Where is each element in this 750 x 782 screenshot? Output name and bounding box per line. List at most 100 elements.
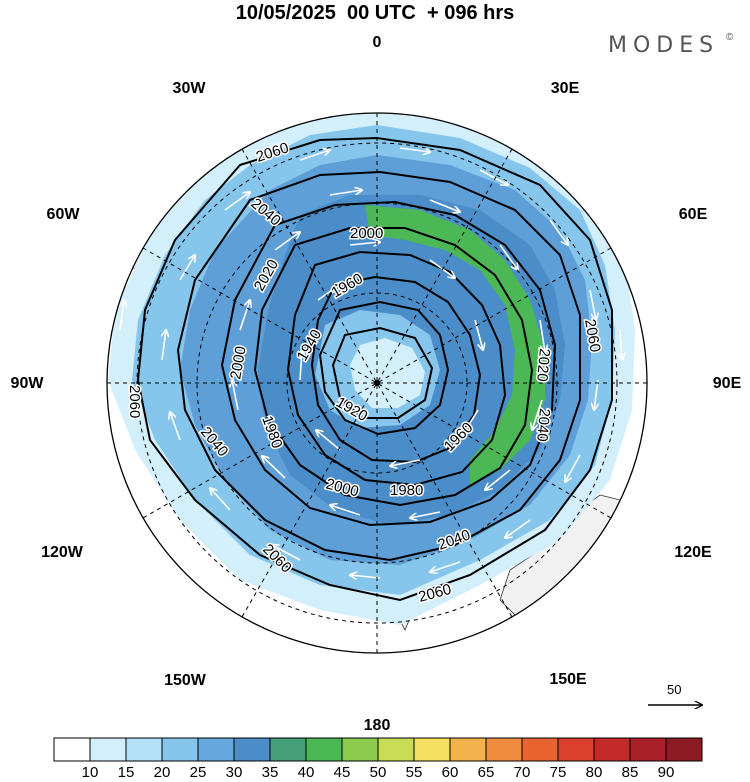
- graticule: [107, 113, 647, 653]
- wind-vector: [462, 409, 479, 436]
- contour-2000: [253, 227, 534, 507]
- colorbar-tick-label: 90: [657, 764, 675, 781]
- colorbar-tick-label: 85: [621, 764, 639, 781]
- map-boundary: [106, 112, 648, 654]
- wind-vector: [390, 459, 421, 466]
- height-contours: [136, 136, 613, 602]
- wind-vector: [300, 350, 302, 381]
- colorbar-tick-label: 30: [225, 764, 243, 781]
- wind-vector: [429, 199, 460, 212]
- wind-vector: [120, 300, 124, 331]
- colorbar-tick-label: 50: [369, 764, 387, 781]
- colorbar-swatch: [485, 737, 523, 762]
- lon-label-180: 180: [363, 717, 391, 734]
- contour-1960: [310, 275, 482, 464]
- latitude-circle: [136, 142, 618, 624]
- contour-2060: [136, 136, 613, 602]
- contour-label: 2000: [350, 225, 383, 242]
- wind-vector: [430, 561, 461, 572]
- map-title: 10/05/2025 00 UTC + 096 hrs: [235, 2, 515, 24]
- wind-vector: [589, 289, 596, 320]
- lon-label-30e: 30E: [550, 80, 580, 97]
- colorbar-swatch: [413, 737, 451, 762]
- lon-label-120e: 120E: [674, 544, 712, 561]
- shade-45-east: [365, 205, 545, 485]
- colorbar-swatch: [89, 737, 127, 762]
- colorbar-swatch: [557, 737, 595, 762]
- wind-vector: [410, 511, 441, 518]
- wind-vector: [620, 329, 622, 360]
- colorbar-tick-label: 45: [333, 764, 351, 781]
- lon-label-30w: 30W: [172, 80, 206, 97]
- colorbar-swatch: [593, 737, 631, 762]
- pole-marker: [374, 380, 380, 386]
- colorbar-swatch: [449, 737, 487, 762]
- wind-vector: [505, 519, 531, 538]
- wind-vector: [565, 454, 581, 482]
- wind-vector: [330, 505, 361, 516]
- colorbar-tick-label: 35: [261, 764, 279, 781]
- contour-label: 2040: [533, 408, 553, 443]
- lon-label-90w: 90W: [10, 375, 44, 392]
- wind-vector: [549, 219, 568, 245]
- colorbar-swatch: [665, 737, 703, 762]
- wind-vector: [499, 244, 518, 270]
- meridian-60w-120e: [142, 247, 612, 519]
- colorbar-tick-label: 55: [405, 764, 423, 781]
- wind-vectors: [120, 148, 622, 578]
- wind-vector: [232, 380, 239, 411]
- wind-vector: [179, 255, 195, 281]
- colorbar-tick-label: 65: [477, 764, 495, 781]
- wind-vector: [170, 412, 181, 441]
- colorbar-swatch: [269, 737, 307, 762]
- colorbar-tick-label: 80: [585, 764, 603, 781]
- wind-vector: [316, 430, 341, 451]
- wind-vector: [299, 150, 330, 161]
- brand-logo: MODES: [608, 33, 720, 58]
- shade-45-north: [378, 210, 485, 255]
- contour-1980: [286, 250, 507, 487]
- colorbar-tick-label: 40: [297, 764, 315, 781]
- lon-label-0: 0: [372, 34, 382, 51]
- shade-10-core: [350, 338, 425, 408]
- meridian-30e-150w: [241, 148, 513, 618]
- wind-vector: [224, 192, 250, 211]
- copyright-mark: ©: [726, 32, 734, 43]
- colorbar-swatch: [305, 737, 343, 762]
- colorbar-swatch: [53, 737, 91, 762]
- colorbar-swatch: [233, 737, 271, 762]
- wind-vector: [485, 469, 511, 490]
- contour-1920: [331, 326, 434, 419]
- contour-1940: [318, 300, 450, 436]
- wind-vector: [474, 319, 483, 350]
- wind-vector: [479, 169, 508, 185]
- wind-vector: [532, 399, 543, 430]
- lon-label-60e: 60E: [678, 206, 708, 223]
- reference-vector-value: 50: [667, 682, 682, 697]
- contour-label: 2020: [533, 348, 553, 383]
- wind-vector: [539, 319, 545, 352]
- contour-2020: [220, 200, 557, 527]
- contour-label: 2060: [126, 385, 143, 418]
- colorbar-swatch: [341, 737, 379, 762]
- wind-vector: [274, 232, 300, 251]
- colorbar-tick-label: 25: [189, 764, 207, 781]
- meridian-60e-120w: [142, 247, 612, 519]
- meridian-30w-150e: [241, 148, 513, 618]
- lon-label-60w: 60W: [46, 206, 80, 223]
- colorbar-tick-label: 70: [513, 764, 531, 781]
- colorbar-swatch: [125, 737, 163, 762]
- lon-label-120w: 120W: [41, 544, 83, 561]
- wind-vector: [399, 148, 430, 152]
- wind-vector: [317, 283, 342, 301]
- colorbar-tick-label: 10: [81, 764, 99, 781]
- wind-vector: [262, 456, 286, 479]
- wind-vector: [349, 242, 380, 245]
- colorbar-swatch: [629, 737, 667, 762]
- colorbar-tick-label: 75: [549, 764, 567, 781]
- colorbar-tick-label: 15: [117, 764, 135, 781]
- colorbar-swatch: [521, 737, 559, 762]
- lon-label-150w: 150W: [164, 672, 206, 689]
- colorbar-tick-label: 60: [441, 764, 459, 781]
- wind-vector: [594, 379, 598, 410]
